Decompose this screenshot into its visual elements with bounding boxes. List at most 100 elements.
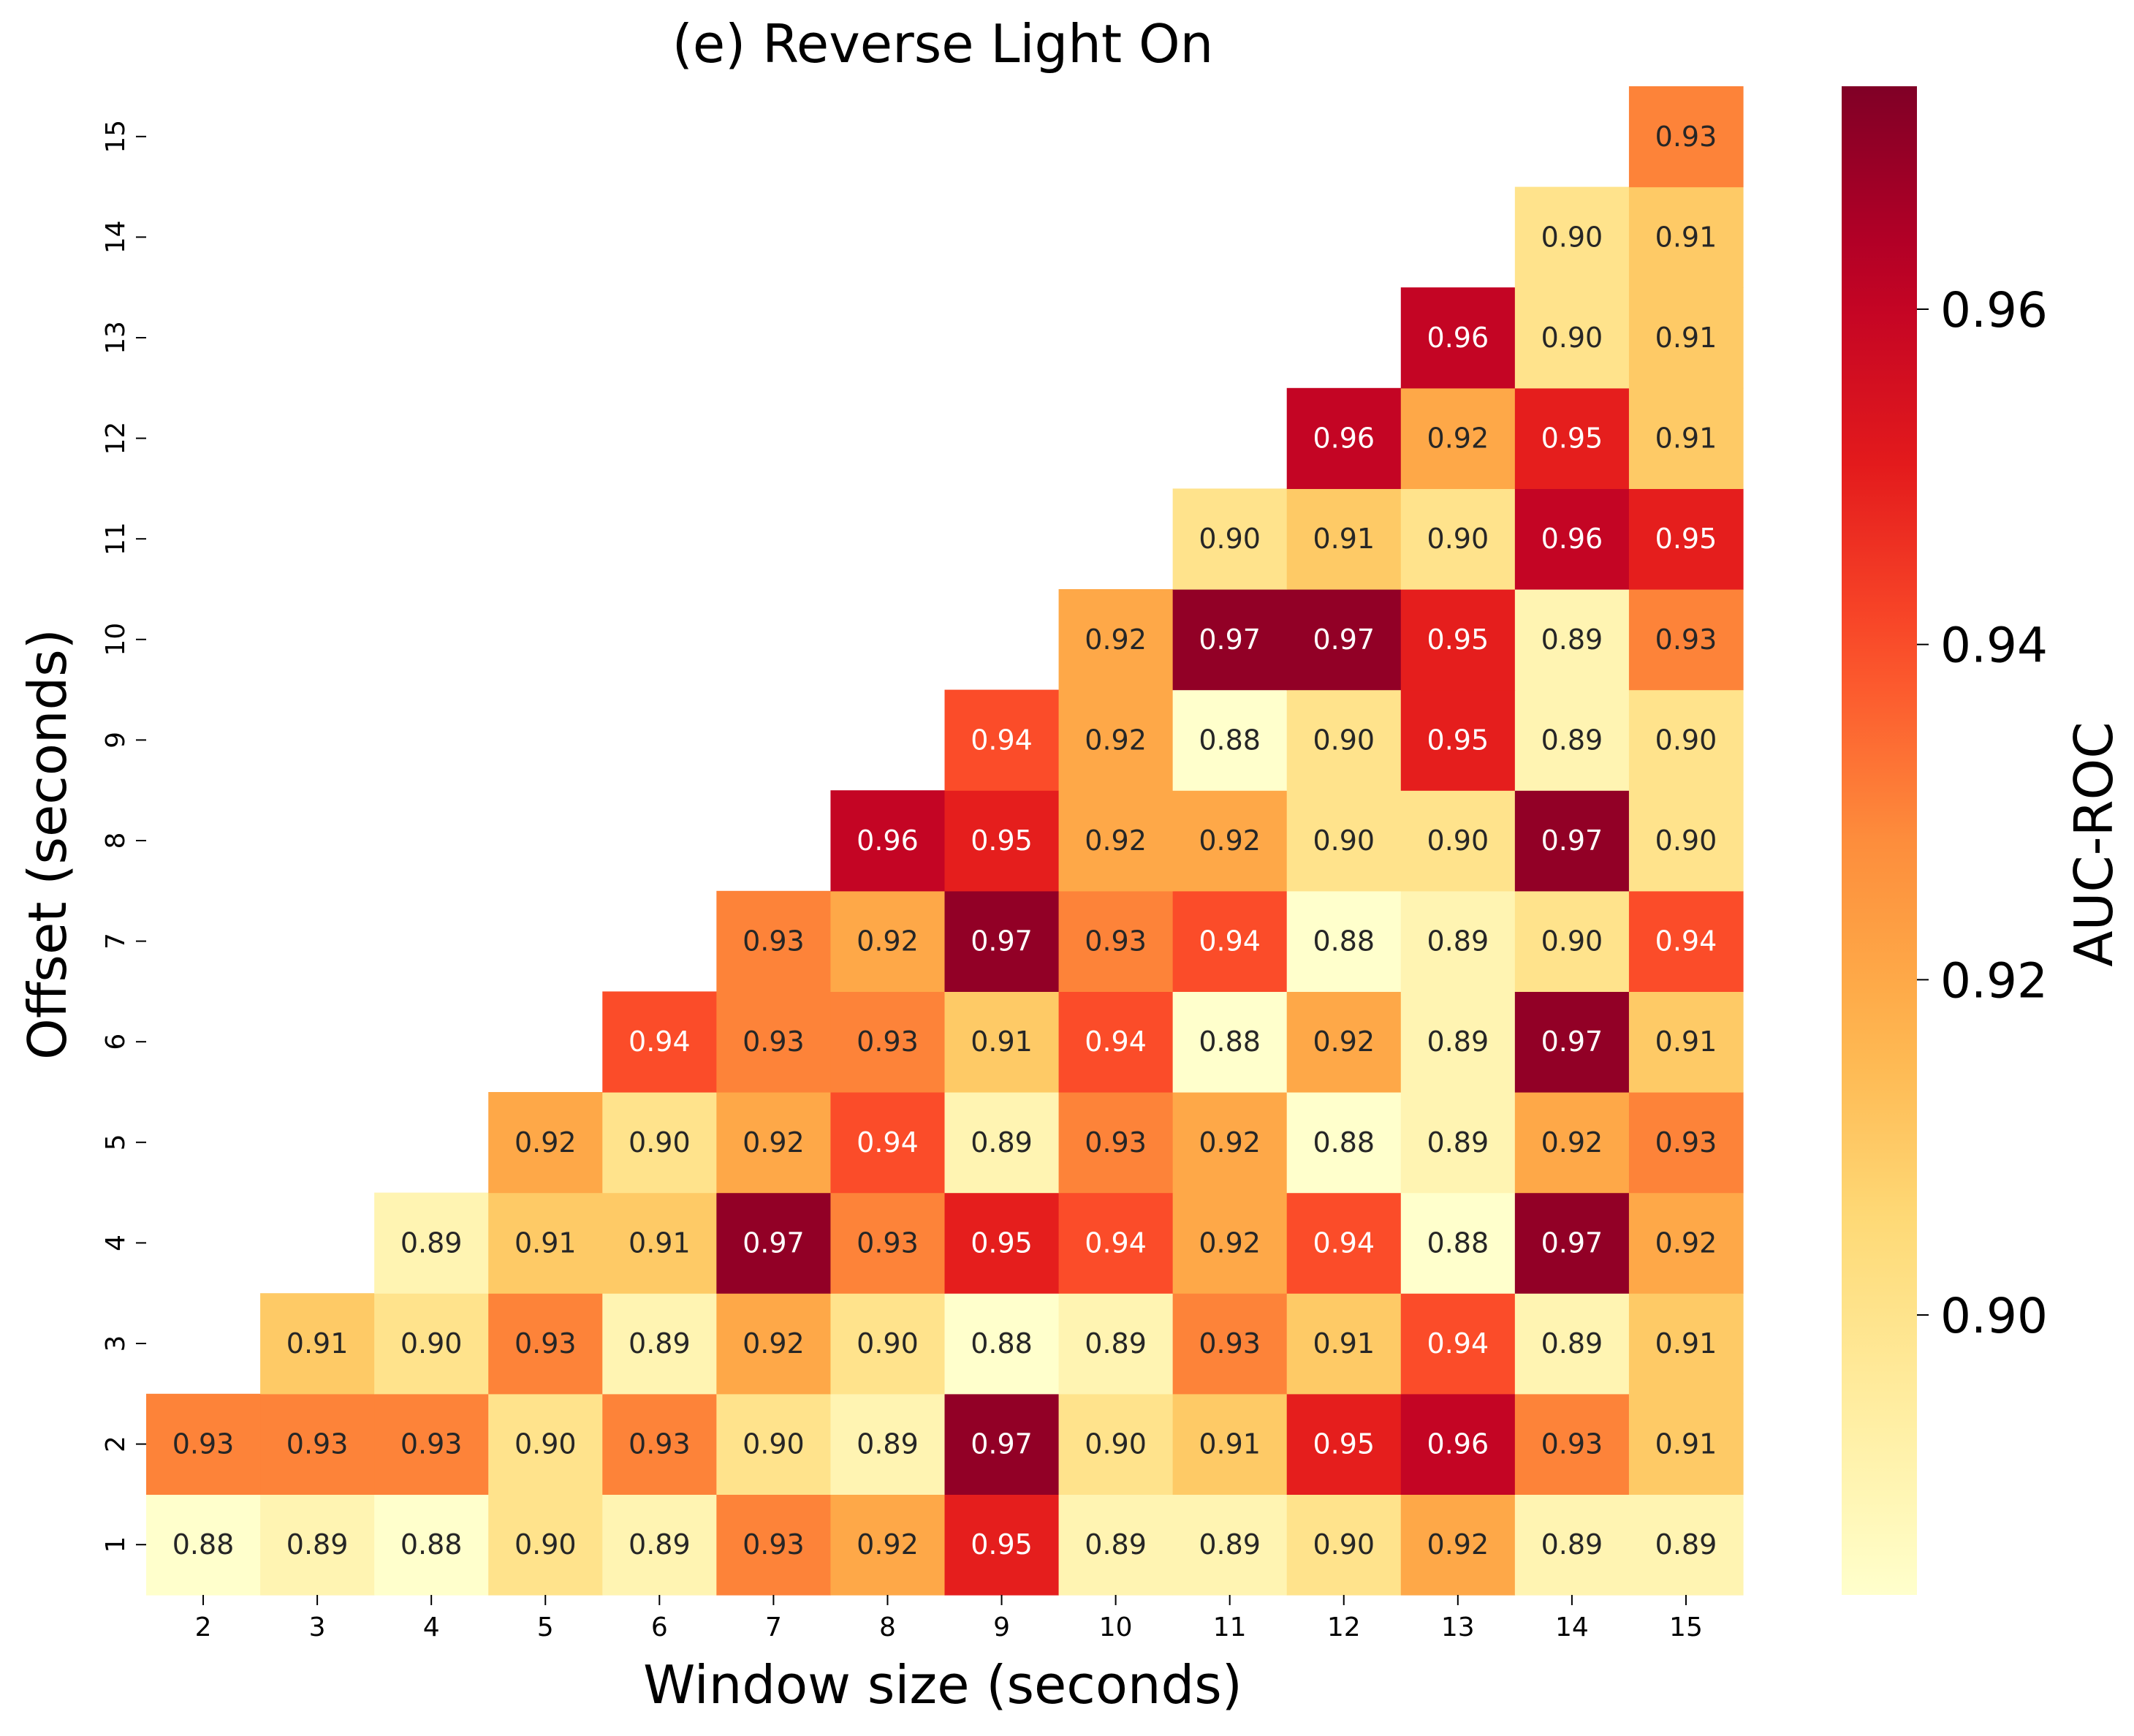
colorbar-label: AUC-ROC [2063, 721, 2124, 966]
heatmap-cell-label: 0.88 [1427, 1227, 1489, 1259]
x-tick-label: 4 [423, 1612, 440, 1642]
heatmap-cell-label: 0.92 [1199, 1126, 1261, 1159]
heatmap-cell-labels: 0.88 0.89 0.88 0.90 0.89 0.93 0.92 0.95 0.89 0.89… [172, 121, 1717, 1561]
heatmap-cell-label: 0.91 [1655, 1428, 1717, 1460]
heatmap-cell [1514, 287, 1630, 389]
heatmap-cell [1628, 86, 1744, 188]
heatmap-cell [1514, 1192, 1630, 1294]
heatmap-cell-label: 0.94 [1085, 1026, 1147, 1058]
heatmap-cell [602, 1494, 717, 1596]
heatmap-cell [1628, 689, 1744, 791]
x-tick-label: 9 [993, 1612, 1010, 1642]
heatmap-cell [1628, 186, 1744, 288]
heatmap-cell [1514, 589, 1630, 691]
heatmap-cell [830, 890, 946, 992]
heatmap-cell-label: 0.97 [1541, 1026, 1603, 1058]
heatmap-cell-label: 0.95 [971, 1528, 1033, 1561]
heatmap-cell-label: 0.91 [971, 1026, 1033, 1058]
y-tick-label: 11 [101, 522, 131, 556]
heatmap-cell-label: 0.91 [286, 1327, 349, 1360]
heatmap-cell-label: 0.90 [1313, 1528, 1375, 1561]
heatmap-cell [1628, 287, 1744, 389]
heatmap-cell-label: 0.96 [1427, 1428, 1489, 1460]
heatmap-cell-label: 0.94 [1199, 925, 1261, 958]
heatmap-cell [1058, 1393, 1174, 1495]
heatmap-cell-label: 0.90 [514, 1528, 577, 1561]
heatmap-cell-label: 0.92 [1655, 1227, 1717, 1259]
heatmap-cell-label: 0.93 [286, 1428, 349, 1460]
heatmap-cell-label: 0.91 [1655, 1327, 1717, 1360]
heatmap-cell-label: 0.89 [857, 1428, 919, 1460]
heatmap-cell-label: 0.90 [857, 1327, 919, 1360]
heatmap-cell-label: 0.94 [1655, 925, 1717, 958]
heatmap-cell-label: 0.91 [514, 1227, 577, 1259]
heatmap-cell-label: 0.92 [743, 1327, 805, 1360]
heatmap-cell-label: 0.90 [1541, 322, 1603, 354]
heatmap-cell [944, 1192, 1060, 1294]
heatmap-cell [1628, 890, 1744, 992]
heatmap-cell-label: 0.89 [1427, 1126, 1489, 1159]
heatmap-cell-label: 0.89 [1085, 1528, 1147, 1561]
heatmap-cell [1172, 890, 1288, 992]
heatmap-cell-label: 0.95 [1427, 724, 1489, 756]
x-tick-label: 15 [1669, 1612, 1703, 1642]
x-axis: 2 3 4 5 6 7 8 9 10 11 12 13 14 15 [195, 1595, 1703, 1642]
heatmap-cell-label: 0.89 [971, 1126, 1033, 1159]
heatmap-cell [1286, 890, 1402, 992]
heatmap-cell-label: 0.90 [1085, 1428, 1147, 1460]
heatmap-cell-label: 0.90 [1313, 724, 1375, 756]
heatmap-cell [1172, 689, 1288, 791]
heatmap-cell-label: 0.90 [1427, 825, 1489, 857]
heatmap-cell [944, 1293, 1060, 1395]
y-tick-label: 12 [101, 422, 131, 455]
heatmap-cell-label: 0.94 [1427, 1327, 1489, 1360]
heatmap-cell-label: 0.93 [743, 1026, 805, 1058]
heatmap-cell-label: 0.93 [1541, 1428, 1603, 1460]
heatmap-cell [374, 1192, 489, 1294]
y-tick-label: 13 [101, 321, 131, 355]
heatmap-cell [716, 1393, 832, 1495]
x-tick-label: 14 [1555, 1612, 1589, 1642]
heatmap-cell [1058, 790, 1174, 892]
heatmap-cell [944, 689, 1060, 791]
heatmap-cell-label: 0.93 [743, 925, 805, 958]
heatmap-cell [1400, 890, 1516, 992]
heatmap-cell [716, 1293, 832, 1395]
heatmap-cell [146, 1393, 261, 1495]
heatmap-cell [1172, 1494, 1288, 1596]
heatmap-cell [1058, 1192, 1174, 1294]
heatmap-cell [1514, 387, 1630, 489]
heatmap-cell-label: 0.94 [1313, 1227, 1375, 1259]
heatmap-cell-label: 0.97 [1199, 623, 1261, 656]
heatmap-cell [146, 1494, 261, 1596]
heatmap-cell [1628, 1192, 1744, 1294]
heatmap-cell-label: 0.90 [1427, 523, 1489, 555]
heatmap-cell-label: 0.95 [1541, 422, 1603, 455]
heatmap-cell [488, 1494, 603, 1596]
heatmap-cell [1400, 991, 1516, 1093]
y-tick-label: 5 [101, 1134, 131, 1151]
heatmap-cell-label: 0.93 [172, 1428, 235, 1460]
x-tick-label: 6 [651, 1612, 668, 1642]
heatmap-cell [1286, 991, 1402, 1093]
heatmap-cell [1514, 488, 1630, 590]
heatmap-cell-label: 0.96 [1427, 322, 1489, 354]
heatmap-cell-label: 0.92 [743, 1126, 805, 1159]
heatmap-cell [1628, 1494, 1744, 1596]
heatmap-cell [260, 1293, 375, 1395]
x-tick-label: 13 [1441, 1612, 1475, 1642]
heatmap-cell-label: 0.89 [1541, 1528, 1603, 1561]
heatmap-cell-label: 0.92 [1085, 825, 1147, 857]
heatmap-cell-label: 0.91 [1313, 1327, 1375, 1360]
heatmap-cell [830, 1092, 946, 1194]
colorbar-gradient [1842, 86, 1917, 1595]
heatmap-cell [1286, 1092, 1402, 1194]
heatmap-cell-label: 0.94 [971, 724, 1033, 756]
heatmap-cell [488, 1293, 603, 1395]
heatmap-cell [1400, 287, 1516, 389]
x-tick-label: 12 [1327, 1612, 1361, 1642]
heatmap-cell-label: 0.96 [1313, 422, 1375, 455]
heatmap-cell [1628, 1092, 1744, 1194]
heatmap-cell-label: 0.93 [1085, 1126, 1147, 1159]
heatmap-cell [716, 1192, 832, 1294]
